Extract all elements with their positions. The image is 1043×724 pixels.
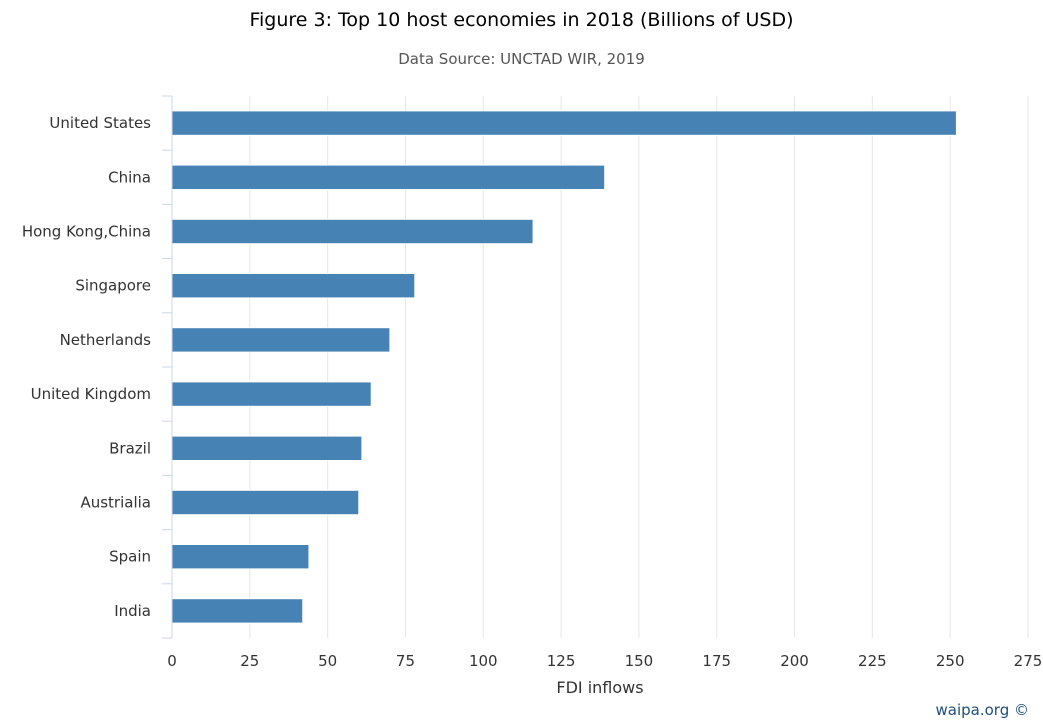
- category-label: United States: [49, 114, 151, 132]
- chart-title: Figure 3: Top 10 host economies in 2018 …: [249, 9, 794, 31]
- category-label: Hong Kong,China: [22, 223, 151, 241]
- bar[interactable]: [171, 381, 372, 407]
- bar[interactable]: [171, 327, 391, 353]
- category-label: Singapore: [75, 277, 151, 295]
- bar[interactable]: [171, 544, 310, 570]
- x-tick-label: 25: [240, 652, 259, 670]
- x-tick-label: 200: [780, 652, 809, 670]
- chart-subtitle: Data Source: UNCTAD WIR, 2019: [398, 50, 645, 68]
- x-tick-label: 125: [547, 652, 576, 670]
- x-tick-label: 75: [396, 652, 415, 670]
- bar[interactable]: [171, 273, 416, 299]
- x-tick-label: 100: [469, 652, 498, 670]
- category-label: Netherlands: [60, 331, 152, 349]
- x-tick-label: 50: [318, 652, 337, 670]
- bar[interactable]: [171, 435, 363, 461]
- credit-link[interactable]: waipa.org ©: [935, 701, 1029, 719]
- bar[interactable]: [171, 218, 534, 245]
- category-label: United Kingdom: [31, 385, 151, 403]
- x-tick-label: 0: [167, 652, 177, 670]
- bar[interactable]: [171, 598, 304, 624]
- bar[interactable]: [171, 110, 957, 136]
- category-label: China: [108, 168, 151, 186]
- category-label: India: [114, 602, 151, 620]
- bar[interactable]: [171, 489, 360, 516]
- x-tick-label: 150: [625, 652, 654, 670]
- x-axis-title: FDI inflows: [556, 678, 643, 697]
- labels: 0 25 50 75 100 125 150 175 200 225 250 275 United St…: [22, 114, 1042, 670]
- bar[interactable]: [171, 164, 606, 190]
- category-label: Austrialia: [80, 494, 151, 512]
- x-tick-label: 250: [936, 652, 965, 670]
- category-label: Spain: [109, 548, 151, 566]
- bars: [171, 110, 957, 624]
- x-tick-label: 275: [1014, 652, 1043, 670]
- x-tick-label: 175: [702, 652, 731, 670]
- axes: [162, 95, 173, 639]
- x-tick-label: 225: [858, 652, 887, 670]
- category-label: Brazil: [109, 439, 151, 457]
